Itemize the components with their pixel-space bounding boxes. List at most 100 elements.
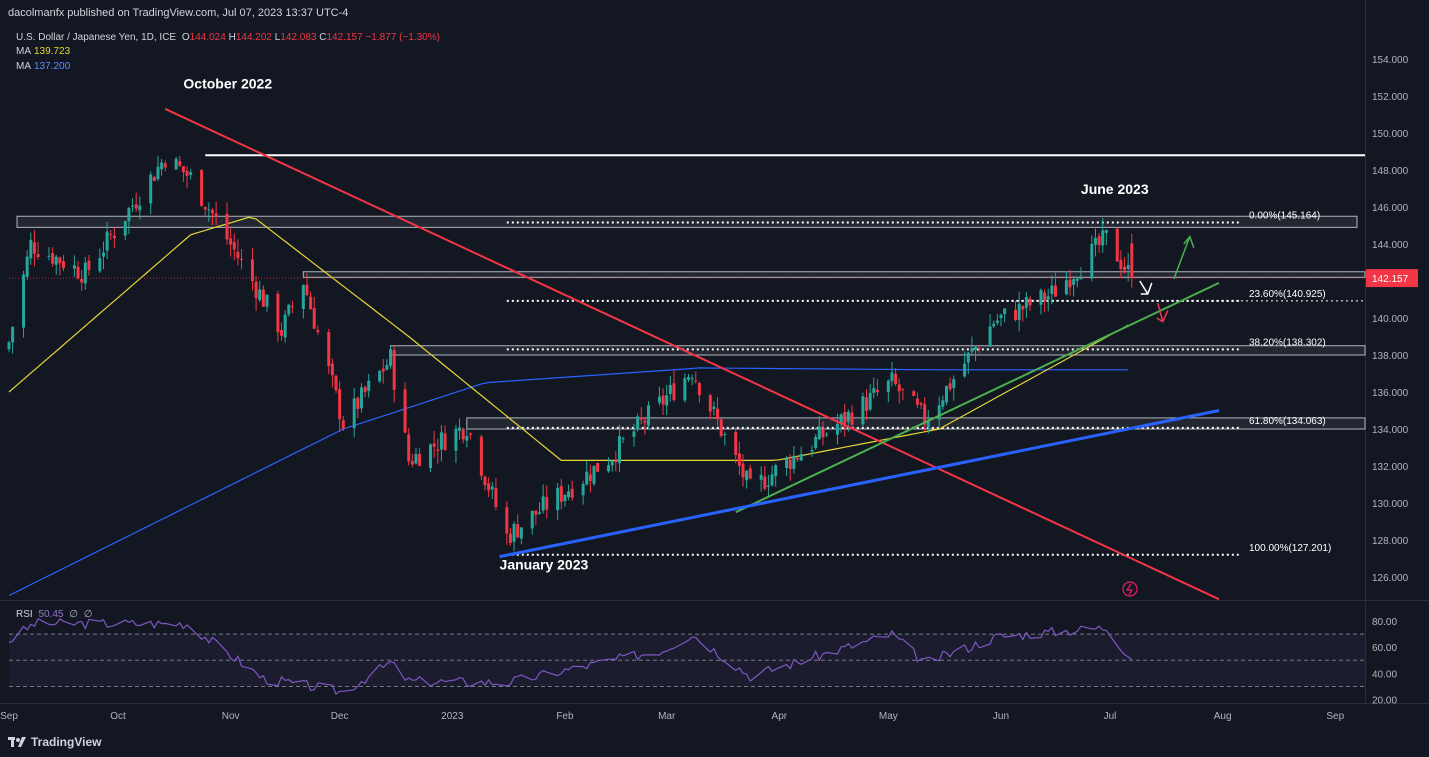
candle-body	[872, 388, 876, 393]
time-tick-label: Jun	[993, 711, 1009, 722]
candle	[210, 208, 214, 225]
candle-body	[62, 261, 66, 269]
candle-body	[458, 427, 462, 431]
candle	[1068, 269, 1072, 296]
candle-body	[156, 166, 160, 180]
time-tick-label: Sep	[1326, 711, 1344, 722]
price-tick-label: 128.000	[1372, 536, 1409, 547]
candle-body	[912, 391, 916, 397]
candle-body	[301, 285, 305, 309]
price-tick-label: 150.000	[1372, 129, 1409, 140]
candle-body	[570, 488, 574, 498]
ma-fast-legend: MA 139.723	[16, 46, 71, 57]
candle-body	[189, 172, 193, 175]
tradingview-logo[interactable]: TradingView	[8, 735, 101, 749]
candle	[668, 376, 672, 402]
candle-body	[134, 204, 138, 209]
candle	[152, 175, 156, 182]
candle-body	[708, 395, 712, 412]
rsi-tick-label: 40.00	[1372, 669, 1397, 680]
candle-body	[868, 392, 872, 410]
candle	[181, 166, 185, 182]
candle	[585, 460, 589, 486]
candle-body	[850, 412, 854, 425]
candle	[29, 232, 33, 265]
candle	[123, 220, 127, 241]
candle-body	[250, 259, 254, 282]
candle	[309, 291, 313, 310]
candle-body	[516, 524, 520, 538]
candle-body	[305, 284, 309, 296]
candle-body	[229, 238, 233, 245]
candle-body	[432, 443, 436, 447]
time-tick-label: Jul	[1104, 711, 1117, 722]
candle	[465, 429, 469, 448]
candle	[1097, 232, 1101, 253]
candle-body	[280, 329, 284, 336]
candle	[639, 407, 643, 425]
candle-body	[316, 330, 320, 332]
candle	[661, 388, 665, 415]
candle-body	[661, 395, 665, 405]
candle	[276, 290, 280, 342]
candle-body	[737, 453, 741, 466]
candle	[541, 484, 545, 514]
candle	[734, 427, 738, 464]
candle	[356, 396, 360, 419]
candle	[62, 255, 66, 272]
candle-body	[185, 170, 189, 176]
descending-trendline	[164, 108, 1220, 601]
candle	[250, 248, 254, 291]
candle	[1119, 250, 1123, 279]
candle	[723, 431, 727, 446]
candle-body	[632, 431, 636, 437]
candle	[1053, 272, 1057, 297]
candle-body	[657, 396, 661, 403]
candle	[1021, 304, 1025, 322]
candle-body	[1072, 279, 1076, 285]
candle-body	[1104, 230, 1108, 233]
candle-body	[846, 411, 850, 422]
ma-slow-value: 137.200	[34, 61, 71, 72]
price-tick-label: 130.000	[1372, 499, 1409, 510]
candle	[581, 480, 585, 505]
candle	[890, 361, 894, 387]
candle	[835, 413, 839, 445]
candle	[174, 156, 178, 170]
candle	[254, 275, 258, 311]
candle	[748, 464, 752, 480]
candle	[919, 401, 923, 409]
time-tick-label: Feb	[556, 711, 574, 722]
candle	[545, 485, 549, 519]
candle	[1123, 257, 1127, 274]
candle-body	[381, 368, 385, 372]
candle-body	[668, 384, 672, 394]
candle	[76, 260, 80, 280]
price-tick-label: 126.000	[1372, 573, 1409, 584]
candle-body	[1043, 292, 1047, 302]
candle	[1064, 271, 1068, 296]
candle-body	[741, 463, 745, 478]
candle	[1115, 227, 1119, 262]
candle-body	[356, 397, 360, 409]
chart-annotation: October 2022	[183, 76, 272, 92]
ma-slow-line	[8, 367, 1129, 597]
candle-body	[112, 235, 116, 239]
candle	[487, 477, 491, 498]
candle	[632, 423, 636, 447]
candle	[937, 396, 941, 427]
candle-body	[835, 424, 839, 435]
ma-fast-line	[8, 216, 1129, 461]
green-uptrend-line	[735, 281, 1220, 514]
candle-body	[287, 304, 291, 315]
candle-body	[512, 523, 516, 542]
candle	[87, 254, 91, 276]
candle	[875, 378, 879, 397]
candle	[207, 202, 211, 222]
candle-body	[436, 449, 440, 451]
candle	[1003, 308, 1007, 323]
candle	[131, 198, 135, 212]
candle-body	[875, 389, 879, 393]
time-tick-label: Mar	[658, 711, 676, 722]
